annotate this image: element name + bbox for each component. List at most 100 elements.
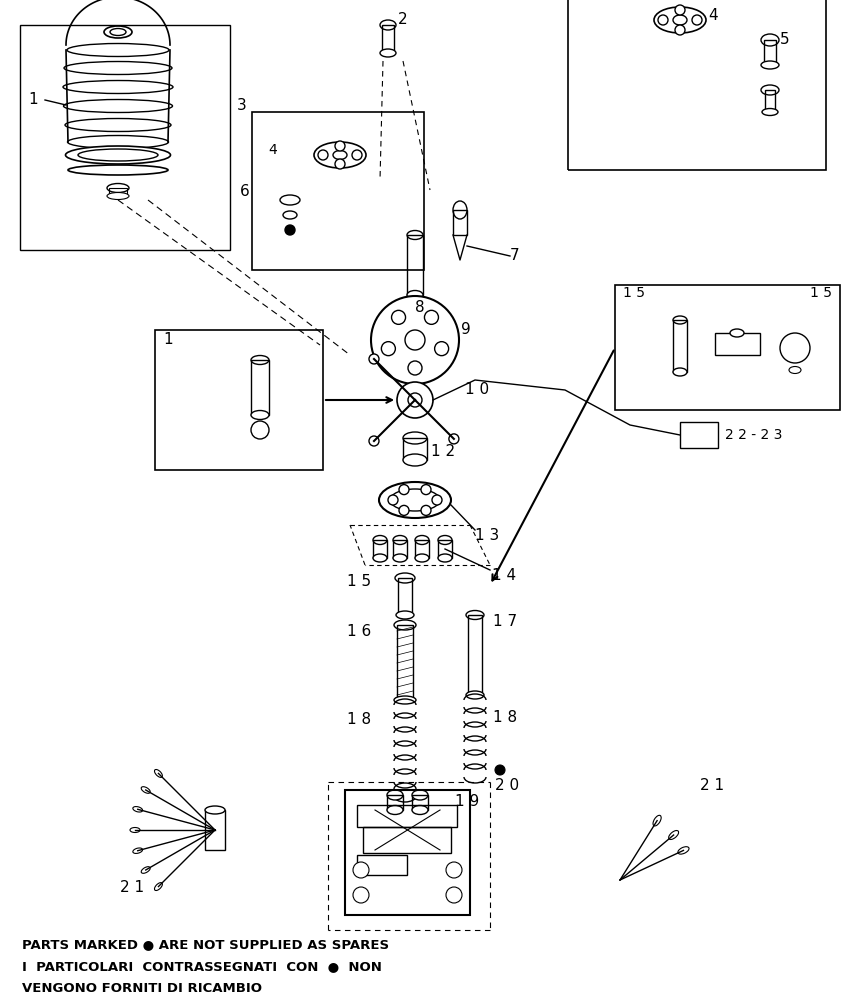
Ellipse shape xyxy=(393,554,407,562)
Ellipse shape xyxy=(333,150,347,159)
Ellipse shape xyxy=(669,831,679,839)
Ellipse shape xyxy=(390,489,440,511)
Ellipse shape xyxy=(154,883,163,891)
Ellipse shape xyxy=(761,34,779,46)
Circle shape xyxy=(371,296,459,384)
Circle shape xyxy=(675,5,685,15)
Ellipse shape xyxy=(438,536,452,544)
Ellipse shape xyxy=(205,806,225,814)
Bar xyxy=(109,188,127,196)
Bar xyxy=(673,320,687,372)
Circle shape xyxy=(408,361,422,375)
Text: 2 0: 2 0 xyxy=(495,778,519,792)
Ellipse shape xyxy=(63,81,173,94)
Circle shape xyxy=(388,495,398,505)
Text: 1 4: 1 4 xyxy=(492,568,516,582)
Bar xyxy=(764,40,776,65)
Bar xyxy=(345,790,470,915)
Circle shape xyxy=(399,485,409,495)
Text: 8: 8 xyxy=(415,300,425,316)
Ellipse shape xyxy=(141,787,150,793)
Ellipse shape xyxy=(283,211,297,219)
Ellipse shape xyxy=(130,828,140,832)
Ellipse shape xyxy=(373,554,387,562)
Bar xyxy=(715,333,760,355)
Ellipse shape xyxy=(653,815,661,826)
Ellipse shape xyxy=(154,769,163,777)
Circle shape xyxy=(352,150,362,160)
Ellipse shape xyxy=(387,790,403,800)
Circle shape xyxy=(446,862,462,878)
Ellipse shape xyxy=(107,184,129,192)
Bar xyxy=(155,330,323,470)
Circle shape xyxy=(692,15,702,25)
Bar xyxy=(615,285,840,410)
Circle shape xyxy=(397,382,433,418)
Text: VENGONO FORNITI DI RICAMBIO: VENGONO FORNITI DI RICAMBIO xyxy=(22,982,262,996)
Ellipse shape xyxy=(66,146,170,164)
Ellipse shape xyxy=(68,165,168,175)
Ellipse shape xyxy=(380,20,396,30)
Bar xyxy=(393,540,407,558)
Ellipse shape xyxy=(673,15,687,25)
Bar xyxy=(453,210,467,235)
Ellipse shape xyxy=(251,410,269,420)
Bar xyxy=(680,422,718,448)
Circle shape xyxy=(446,887,462,903)
Ellipse shape xyxy=(65,118,171,131)
Ellipse shape xyxy=(280,195,300,205)
Ellipse shape xyxy=(730,329,744,337)
Ellipse shape xyxy=(673,316,687,324)
Ellipse shape xyxy=(107,192,129,200)
Ellipse shape xyxy=(314,142,366,168)
Ellipse shape xyxy=(64,62,172,75)
Circle shape xyxy=(658,15,668,25)
Bar xyxy=(20,25,230,250)
Text: 5: 5 xyxy=(780,32,789,47)
Ellipse shape xyxy=(78,149,158,161)
Bar xyxy=(382,25,394,53)
Ellipse shape xyxy=(67,43,169,56)
Ellipse shape xyxy=(673,368,687,376)
Circle shape xyxy=(432,495,442,505)
Ellipse shape xyxy=(466,691,484,699)
Text: 1 5: 1 5 xyxy=(347,574,372,589)
Bar xyxy=(398,578,412,615)
Ellipse shape xyxy=(761,85,779,95)
Text: 1 0: 1 0 xyxy=(465,382,489,397)
Circle shape xyxy=(353,887,369,903)
Text: 1: 1 xyxy=(163,332,173,348)
Text: 1 8: 1 8 xyxy=(347,712,372,728)
Bar xyxy=(251,360,269,415)
Circle shape xyxy=(399,505,409,515)
Ellipse shape xyxy=(380,49,396,57)
Text: 1: 1 xyxy=(28,93,38,107)
Ellipse shape xyxy=(251,356,269,364)
Bar xyxy=(415,540,429,558)
Ellipse shape xyxy=(373,536,387,544)
Ellipse shape xyxy=(394,696,416,704)
Circle shape xyxy=(335,159,345,169)
Bar xyxy=(373,540,387,558)
Ellipse shape xyxy=(110,28,126,35)
Circle shape xyxy=(353,862,369,878)
Circle shape xyxy=(780,333,810,363)
Text: 1 5: 1 5 xyxy=(810,286,832,300)
Ellipse shape xyxy=(396,611,414,619)
Ellipse shape xyxy=(407,231,423,239)
Ellipse shape xyxy=(415,536,429,544)
Circle shape xyxy=(405,330,425,350)
Ellipse shape xyxy=(678,847,689,854)
Text: PARTS MARKED ● ARE NOT SUPPLIED AS SPARES: PARTS MARKED ● ARE NOT SUPPLIED AS SPARE… xyxy=(22,938,389,952)
Text: 1 6: 1 6 xyxy=(347,624,372,640)
Circle shape xyxy=(421,485,431,495)
Circle shape xyxy=(435,342,449,356)
Circle shape xyxy=(425,310,438,324)
Circle shape xyxy=(369,436,379,446)
Circle shape xyxy=(251,421,269,439)
Bar xyxy=(438,540,452,558)
Circle shape xyxy=(382,342,395,356)
Ellipse shape xyxy=(453,201,467,219)
Text: 2: 2 xyxy=(398,12,407,27)
Bar xyxy=(205,810,225,850)
